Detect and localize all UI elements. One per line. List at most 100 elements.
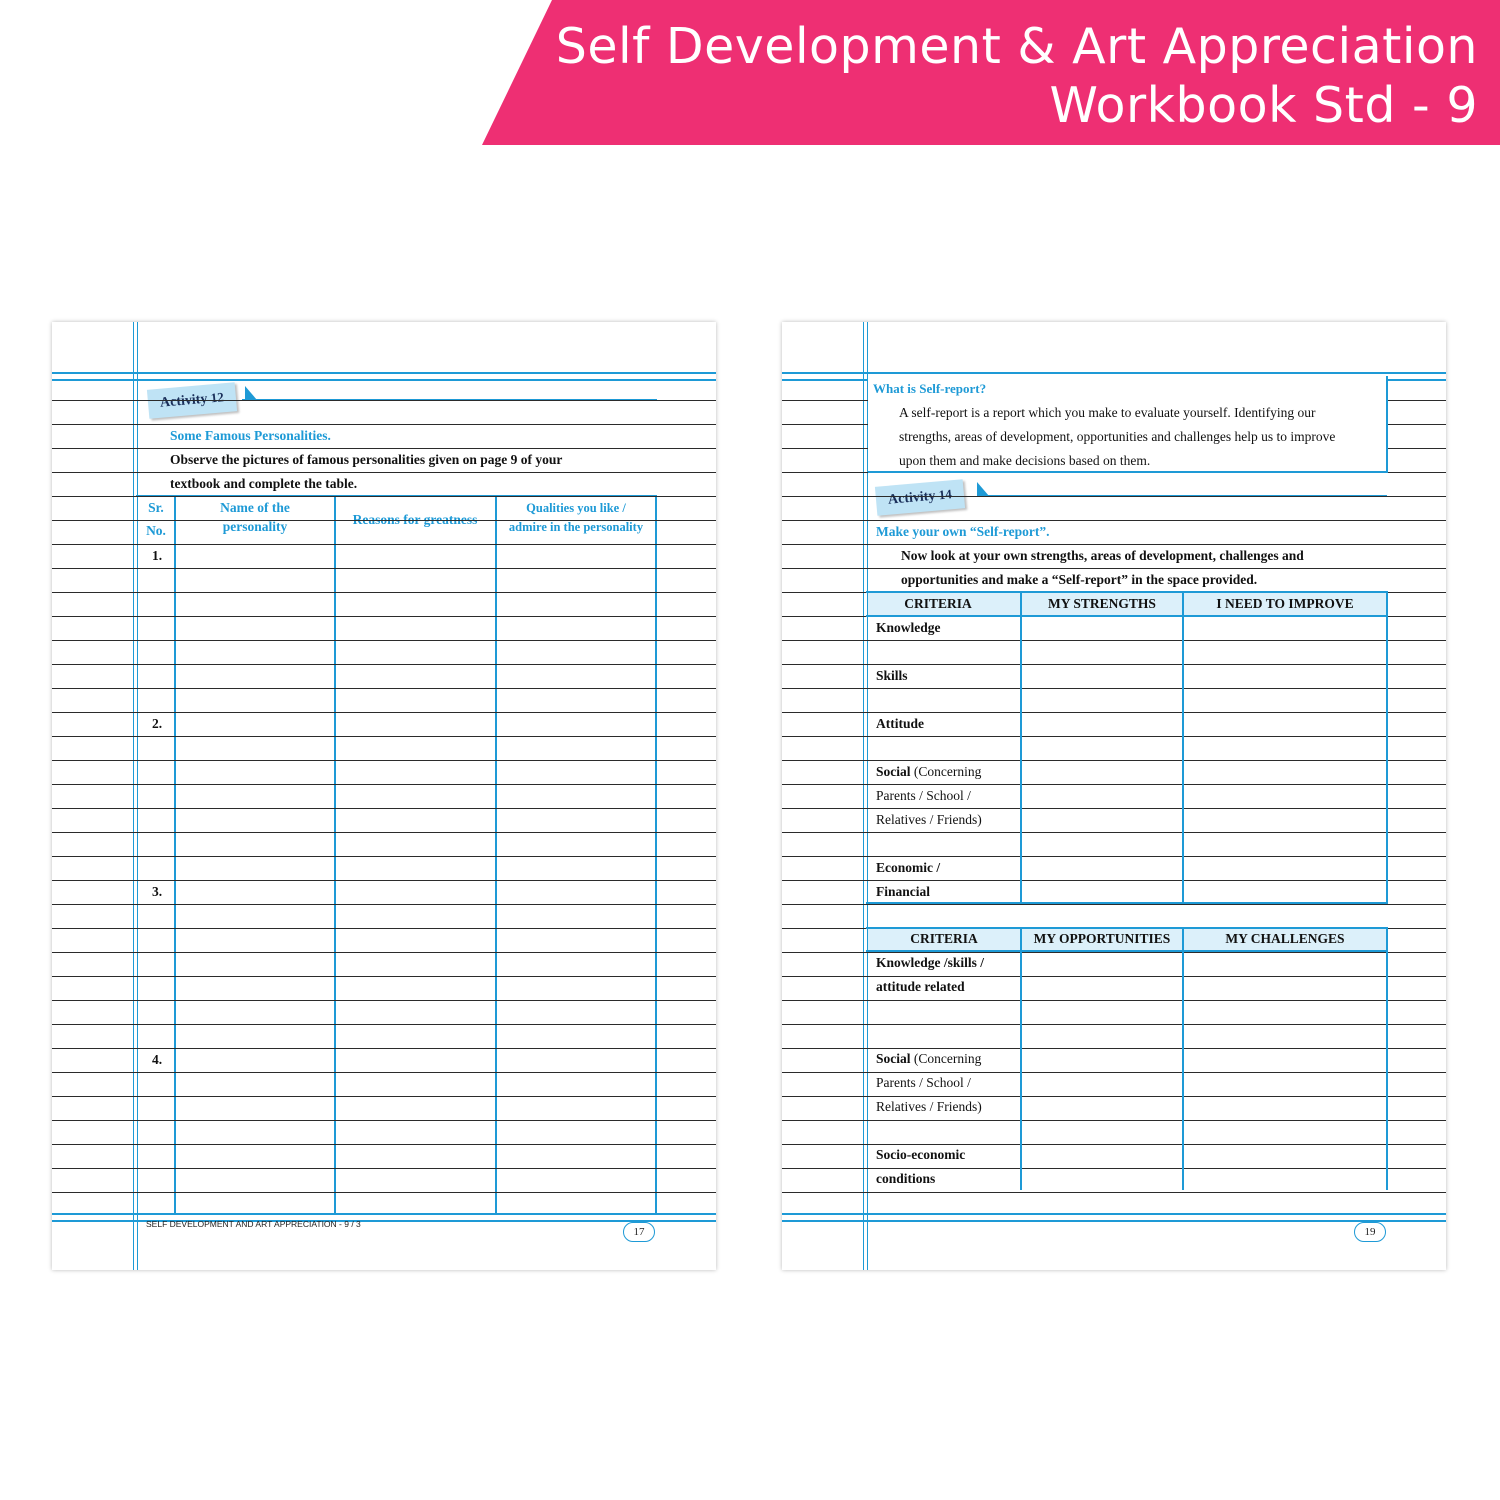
banner-title-line1: Self Development & Art Appreciation bbox=[555, 18, 1478, 75]
criteria-social-line: Relatives / Friends) bbox=[876, 1099, 982, 1114]
self-report-text: strengths, areas of development, opportu… bbox=[899, 429, 1336, 444]
workbook-page-17: Activity 12 Some Famous Personalities. O… bbox=[52, 322, 716, 1270]
ruled-line bbox=[782, 712, 1446, 713]
row-number: 4. bbox=[152, 1052, 163, 1067]
ruled-line bbox=[52, 1168, 716, 1169]
row-number: 3. bbox=[152, 884, 163, 899]
ruled-line bbox=[782, 1072, 1446, 1073]
ruled-line bbox=[52, 1096, 716, 1097]
ruled-line bbox=[782, 784, 1446, 785]
criteria-social-line: Parents / School / bbox=[876, 788, 971, 803]
table1-top-border bbox=[866, 591, 1388, 593]
row-number: 1. bbox=[152, 548, 163, 563]
criteria-social-line: Relatives / Friends) bbox=[876, 812, 982, 827]
table-column-divider bbox=[1182, 927, 1184, 1190]
ruled-line bbox=[52, 520, 716, 521]
ruled-line bbox=[782, 1096, 1446, 1097]
ruled-line bbox=[52, 712, 716, 713]
header-strengths: MY STRENGTHS bbox=[1048, 596, 1156, 611]
activity-heading: Some Famous Personalities. bbox=[170, 428, 331, 443]
page-number: 17 bbox=[623, 1222, 655, 1242]
ruled-line bbox=[782, 904, 1446, 905]
ruled-line bbox=[782, 496, 1446, 497]
self-report-text: upon them and make decisions based on th… bbox=[899, 453, 1151, 468]
banner-title-line2: Workbook Std - 9 bbox=[1049, 77, 1478, 134]
table-column-divider bbox=[1386, 927, 1388, 1190]
ruled-line bbox=[52, 1072, 716, 1073]
ruled-line bbox=[782, 976, 1446, 977]
ruled-line bbox=[52, 400, 716, 401]
bottom-rule bbox=[52, 1213, 716, 1222]
ruled-line bbox=[52, 640, 716, 641]
criteria-economic: Financial bbox=[876, 884, 931, 899]
self-report-box: What is Self-report? A self-report is a … bbox=[868, 376, 1388, 473]
header-sr-no: Sr. No. bbox=[146, 500, 166, 538]
ruled-line bbox=[52, 568, 716, 569]
table2-top-border bbox=[866, 927, 1388, 929]
instruction-line: opportunities and make a “Self-report” i… bbox=[901, 572, 1258, 587]
criteria-social: Social (Concerning bbox=[876, 1051, 982, 1066]
table-column-divider bbox=[1182, 591, 1184, 903]
header-name: Name of the personality bbox=[220, 500, 290, 534]
workbook-page-19: What is Self-report? A self-report is a … bbox=[782, 322, 1446, 1270]
criteria-ksa: attitude related bbox=[876, 979, 965, 994]
header-qualities: Qualities you like / admire in the person… bbox=[508, 501, 644, 534]
ruled-line bbox=[782, 808, 1446, 809]
instruction-line: Observe the pictures of famous personali… bbox=[170, 452, 563, 467]
ruled-line bbox=[782, 1120, 1446, 1121]
criteria-ksa: Knowledge /skills / bbox=[876, 955, 985, 970]
banner: Self Development & Art Appreciation Work… bbox=[482, 0, 1500, 145]
ruled-line bbox=[782, 832, 1446, 833]
ruled-line bbox=[782, 1024, 1446, 1025]
table-column-divider bbox=[495, 495, 497, 1215]
ruled-line bbox=[52, 1144, 716, 1145]
criteria-social: Social (Concerning bbox=[876, 764, 982, 779]
instruction-line: Now look at your own strengths, areas of… bbox=[901, 548, 1304, 563]
activity-heading: Make your own “Self-report”. bbox=[876, 524, 1050, 539]
activity-tag-tail bbox=[977, 482, 989, 496]
header-opportunities: MY OPPORTUNITIES bbox=[1033, 931, 1171, 946]
ruled-line bbox=[782, 544, 1446, 545]
self-report-text: A self-report is a report which you make… bbox=[899, 405, 1316, 420]
header-reasons: Reasons for greatness bbox=[352, 512, 478, 527]
ruled-line bbox=[52, 448, 716, 449]
ruled-line bbox=[52, 688, 716, 689]
table-column-divider bbox=[655, 495, 657, 1215]
ruled-line bbox=[52, 904, 716, 905]
ruled-line bbox=[52, 808, 716, 809]
ruled-line bbox=[782, 1048, 1446, 1049]
table2-header-border bbox=[866, 950, 1388, 952]
header-criteria: CRITERIA bbox=[904, 596, 972, 611]
ruled-line bbox=[52, 1000, 716, 1001]
criteria-skills: Skills bbox=[876, 668, 908, 683]
margin-line bbox=[133, 322, 138, 1270]
top-rule bbox=[52, 372, 716, 381]
bottom-rule bbox=[782, 1213, 1446, 1222]
ruled-line bbox=[52, 952, 716, 953]
ruled-line bbox=[782, 664, 1446, 665]
ruled-line bbox=[52, 928, 716, 929]
ruled-line bbox=[782, 952, 1446, 953]
ruled-line bbox=[52, 1048, 716, 1049]
table-column-divider bbox=[334, 495, 336, 1215]
table1-header-bg bbox=[868, 592, 1386, 615]
ruled-line bbox=[52, 616, 716, 617]
table1-bottom-border bbox=[866, 902, 1388, 904]
header-challenges: MY CHALLENGES bbox=[1225, 931, 1345, 946]
ruled-line bbox=[52, 784, 716, 785]
table2-header-bg bbox=[868, 928, 1386, 950]
self-report-title: What is Self-report? bbox=[873, 381, 987, 396]
ruled-line bbox=[52, 736, 716, 737]
instruction-line: textbook and complete the table. bbox=[170, 476, 358, 491]
table-column-divider bbox=[1386, 591, 1388, 903]
criteria-socio-economic: conditions bbox=[876, 1171, 936, 1186]
ruled-line bbox=[782, 640, 1446, 641]
ruled-line bbox=[52, 544, 716, 545]
criteria-knowledge: Knowledge bbox=[876, 620, 941, 635]
ruled-line bbox=[782, 1000, 1446, 1001]
page-number: 19 bbox=[1354, 1222, 1386, 1242]
ruled-line bbox=[52, 496, 716, 497]
ruled-line bbox=[52, 664, 716, 665]
table-column-divider bbox=[174, 495, 176, 1215]
ruled-line bbox=[782, 568, 1446, 569]
